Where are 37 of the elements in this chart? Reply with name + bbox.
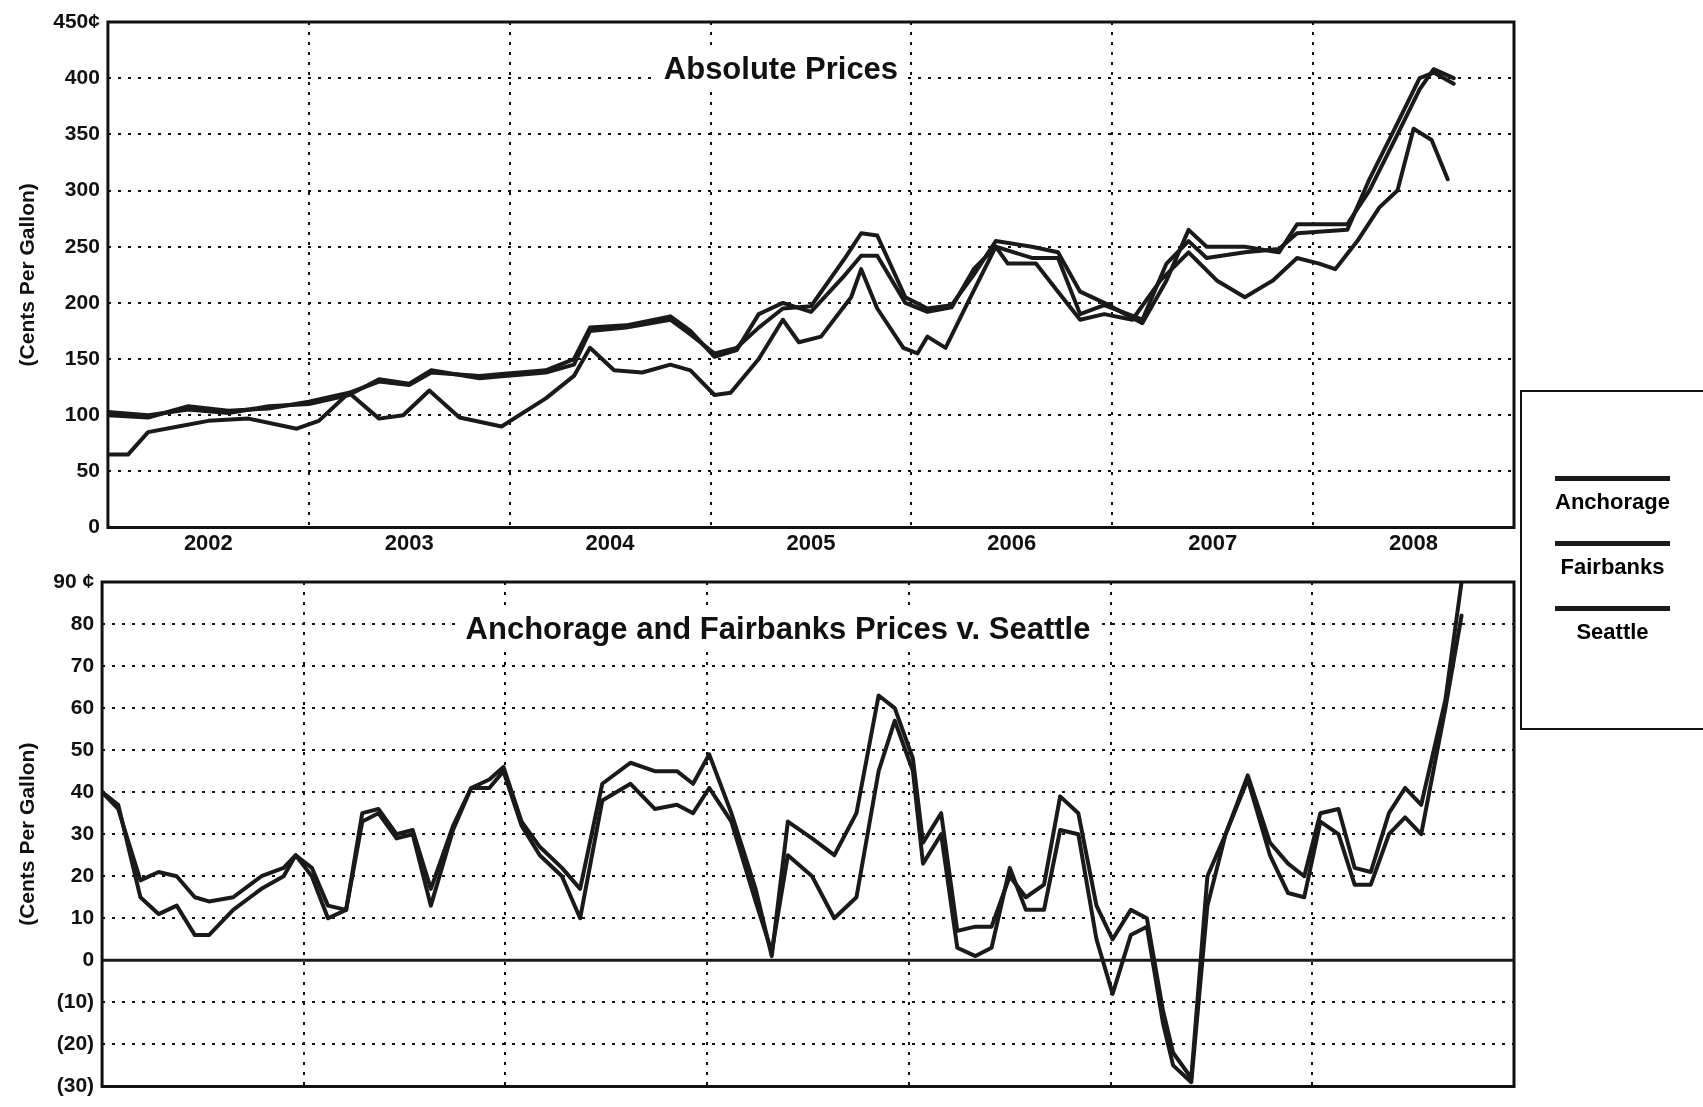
x-tick-label: 2007 bbox=[1188, 529, 1238, 555]
y-tick-label: 50 bbox=[70, 736, 95, 760]
x-tick-label: 2005 bbox=[786, 529, 836, 555]
y-tick-label: 150 bbox=[64, 345, 100, 369]
y-tick-label: 90 ¢ bbox=[53, 568, 95, 592]
y-tick-label: 20 bbox=[70, 863, 95, 887]
y-axis-title: (Cents Per Gallon) bbox=[15, 183, 39, 367]
y-tick-label: 80 bbox=[70, 610, 95, 634]
y-tick-label: 0 bbox=[88, 514, 100, 538]
y-axis-title: (Cents Per Gallon) bbox=[15, 742, 39, 926]
y-tick-label: (20) bbox=[56, 1031, 95, 1055]
y-tick-label: (10) bbox=[56, 989, 95, 1013]
x-tick-label: 2003 bbox=[384, 529, 434, 555]
y-tick-label: 50 bbox=[76, 458, 100, 482]
y-tick-label: 400 bbox=[64, 64, 100, 88]
y-tick-label: 350 bbox=[64, 121, 100, 145]
text: Anchorage bbox=[1555, 488, 1670, 515]
y-tick-label: 300 bbox=[64, 177, 100, 201]
y-tick-label: 30 bbox=[70, 821, 95, 844]
x-tick-label: 2004 bbox=[585, 529, 636, 555]
y-tick-label: 60 bbox=[70, 694, 95, 718]
y-tick-label: 200 bbox=[64, 289, 100, 313]
text: Anchorage and Fairbanks Prices v. Seattle bbox=[465, 610, 1091, 646]
y-tick-label: (30) bbox=[56, 1073, 95, 1097]
y-tick-label: 10 bbox=[70, 905, 95, 929]
y-tick-label: 40 bbox=[70, 778, 95, 802]
x-tick-label: 2008 bbox=[1389, 529, 1439, 555]
y-tick-label: 250 bbox=[64, 233, 100, 257]
y-tick-label: 70 bbox=[70, 652, 95, 676]
x-tick-label: 2002 bbox=[183, 529, 233, 555]
y-tick-label: 450¢ bbox=[53, 8, 101, 32]
text: Absolute Prices bbox=[663, 50, 899, 86]
x-tick-label: 2006 bbox=[987, 529, 1037, 555]
text: Seattle bbox=[1576, 618, 1649, 645]
text: Fairbanks bbox=[1560, 553, 1665, 580]
y-tick-label: 0 bbox=[82, 947, 95, 971]
y-tick-label: 100 bbox=[64, 402, 100, 426]
